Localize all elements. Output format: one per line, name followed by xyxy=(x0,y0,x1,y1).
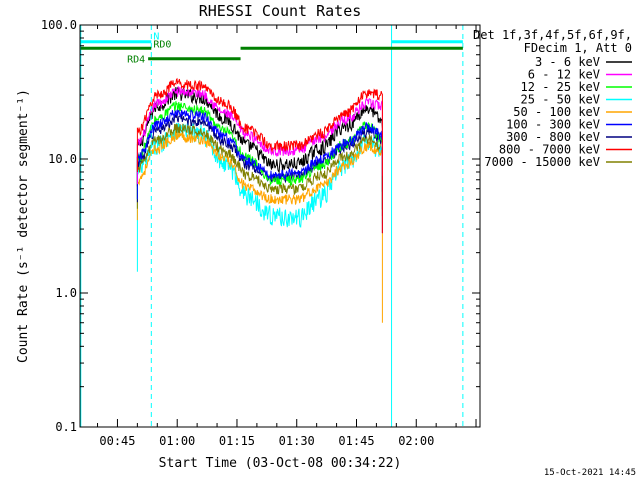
legend-label: 50 - 100 keV xyxy=(513,105,600,119)
vline-layer xyxy=(80,25,464,427)
y-tick-label: 100.0 xyxy=(41,18,77,32)
series-line-50-100-kev xyxy=(136,130,383,323)
flag-label-n: N xyxy=(153,32,159,43)
legend-label: 7000 - 15000 keV xyxy=(484,155,600,169)
legend-label: 800 - 7000 keV xyxy=(499,143,600,157)
x-tick-label: 01:00 xyxy=(159,434,195,448)
legend-label: 3 - 6 keV xyxy=(535,55,600,69)
legend-label: 100 - 300 keV xyxy=(506,118,600,132)
series-line-800-7000-kev xyxy=(136,77,383,234)
x-tick-label: 02:00 xyxy=(398,434,434,448)
y-tick-label: 1.0 xyxy=(55,286,77,300)
chart-title: RHESSI Count Rates xyxy=(199,2,362,20)
generation-timestamp: 15-Oct-2021 14:45 xyxy=(544,468,636,478)
legend-label: 6 - 12 keV xyxy=(528,68,600,82)
y-axis-label: Count Rate (s⁻¹ detector segment⁻¹) xyxy=(16,89,31,363)
plot-frame xyxy=(79,24,481,428)
y-tick-label: 0.1 xyxy=(55,420,77,434)
series-line-100-300-kev xyxy=(136,108,383,234)
legend-label: 25 - 50 keV xyxy=(521,93,600,107)
x-axis-label: Start Time (03-Oct-08 00:34:22) xyxy=(159,456,402,471)
flag-label-rd0: RD0 xyxy=(153,39,171,50)
axis-layer: 0.1 1.0 10.0 100.0 00:45 01:00 01:15 01:30 01:45… xyxy=(41,18,480,448)
series-layer xyxy=(136,77,383,323)
x-tick-label: 01:15 xyxy=(219,434,255,448)
x-tick-label: 01:45 xyxy=(338,434,374,448)
legend-header-line2: FDecim 1, Att 0 xyxy=(524,41,632,55)
series-line-7000-15000-kev xyxy=(136,123,383,217)
legend-header-line1: Det 1f,3f,4f,5f,6f,9f, xyxy=(473,28,632,42)
y-tick-label: 10.0 xyxy=(48,152,77,166)
x-tick-label: 00:45 xyxy=(99,434,135,448)
legend-label: 12 - 25 keV xyxy=(521,80,600,94)
series-line-25-50-kev xyxy=(136,122,383,272)
legend-label: 300 - 800 keV xyxy=(506,130,600,144)
x-tick-label: 01:30 xyxy=(279,434,315,448)
flag-label-rd4: RD4 xyxy=(127,55,145,66)
